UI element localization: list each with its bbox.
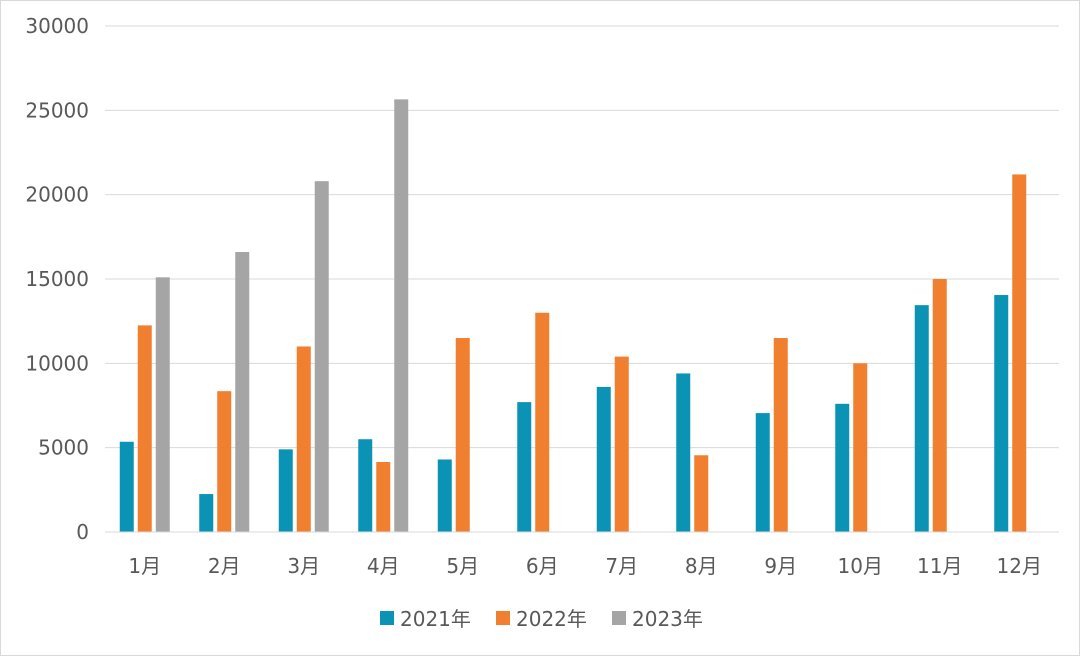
- bar-2022年-11月: [932, 279, 947, 532]
- bar-2022年-8月: [694, 455, 709, 532]
- x-tick-label: 2月: [208, 554, 241, 578]
- x-tick-label: 8月: [685, 554, 718, 578]
- y-tick-label: 10000: [25, 351, 89, 375]
- x-tick-label: 6月: [526, 554, 559, 578]
- bar-2022年-9月: [773, 338, 788, 532]
- y-axis-tick-labels: 0 5000 10000 15000 20000 25000 30000: [25, 14, 89, 544]
- y-tick-label: 0: [76, 520, 89, 544]
- bar-2021年-5月: [437, 459, 452, 532]
- bar-2022年-2月: [217, 391, 232, 532]
- bar-2023年-2月: [235, 252, 250, 532]
- y-tick-label: 20000: [25, 183, 89, 207]
- legend-swatch-2022年: [496, 611, 510, 625]
- gridlines: [105, 25, 1059, 449]
- bar-2021年-7月: [596, 386, 611, 532]
- bar-2022年-6月: [535, 312, 550, 532]
- bar-2021年-6月: [517, 402, 532, 532]
- bar-2021年-1月: [119, 441, 134, 532]
- bar-2022年-1月: [137, 325, 152, 532]
- x-tick-label: 4月: [367, 554, 400, 578]
- bar-2022年-12月: [1012, 174, 1027, 532]
- legend-label: 2021年: [400, 607, 471, 631]
- bar-2021年-10月: [835, 403, 850, 532]
- x-tick-label: 1月: [128, 554, 161, 578]
- bar-2022年-7月: [614, 356, 629, 532]
- bar-2021年-8月: [676, 373, 691, 532]
- bar-2021年-9月: [755, 413, 770, 532]
- x-tick-label: 5月: [446, 554, 479, 578]
- bars: [119, 99, 1027, 533]
- legend: 2021年 2022年 2023年: [380, 607, 703, 631]
- x-tick-label: 7月: [605, 554, 638, 578]
- bar-2022年-10月: [853, 363, 868, 532]
- bar-2021年-11月: [914, 305, 929, 532]
- x-tick-label: 12月: [997, 554, 1042, 578]
- legend-label: 2023年: [632, 607, 703, 631]
- y-tick-label: 25000: [25, 98, 89, 122]
- legend-swatch-2021年: [380, 611, 394, 625]
- y-tick-label: 15000: [25, 267, 89, 291]
- x-tick-label: 9月: [764, 554, 797, 578]
- x-tick-label: 11月: [917, 554, 962, 578]
- bar-2021年-2月: [199, 494, 214, 532]
- bar-2022年-5月: [455, 338, 470, 532]
- bar-2021年-12月: [994, 295, 1009, 532]
- bar-2023年-3月: [314, 181, 329, 532]
- x-axis-tick-labels: 1月 2月 3月 4月 5月 6月 7月 8月 9月 10月 11月 12月: [128, 554, 1042, 578]
- bar-2021年-4月: [358, 439, 373, 532]
- x-tick-label: 10月: [838, 554, 883, 578]
- bar-2023年-1月: [155, 277, 170, 532]
- bar-2022年-4月: [376, 462, 391, 532]
- bar-2022年-3月: [296, 346, 311, 532]
- y-tick-label: 5000: [38, 436, 89, 460]
- legend-label: 2022年: [516, 607, 587, 631]
- bar-2023年-4月: [394, 99, 409, 533]
- x-tick-label: 3月: [287, 554, 320, 578]
- legend-swatch-2023年: [612, 611, 626, 625]
- bar-2021年-3月: [278, 449, 293, 532]
- y-tick-label: 30000: [25, 14, 89, 38]
